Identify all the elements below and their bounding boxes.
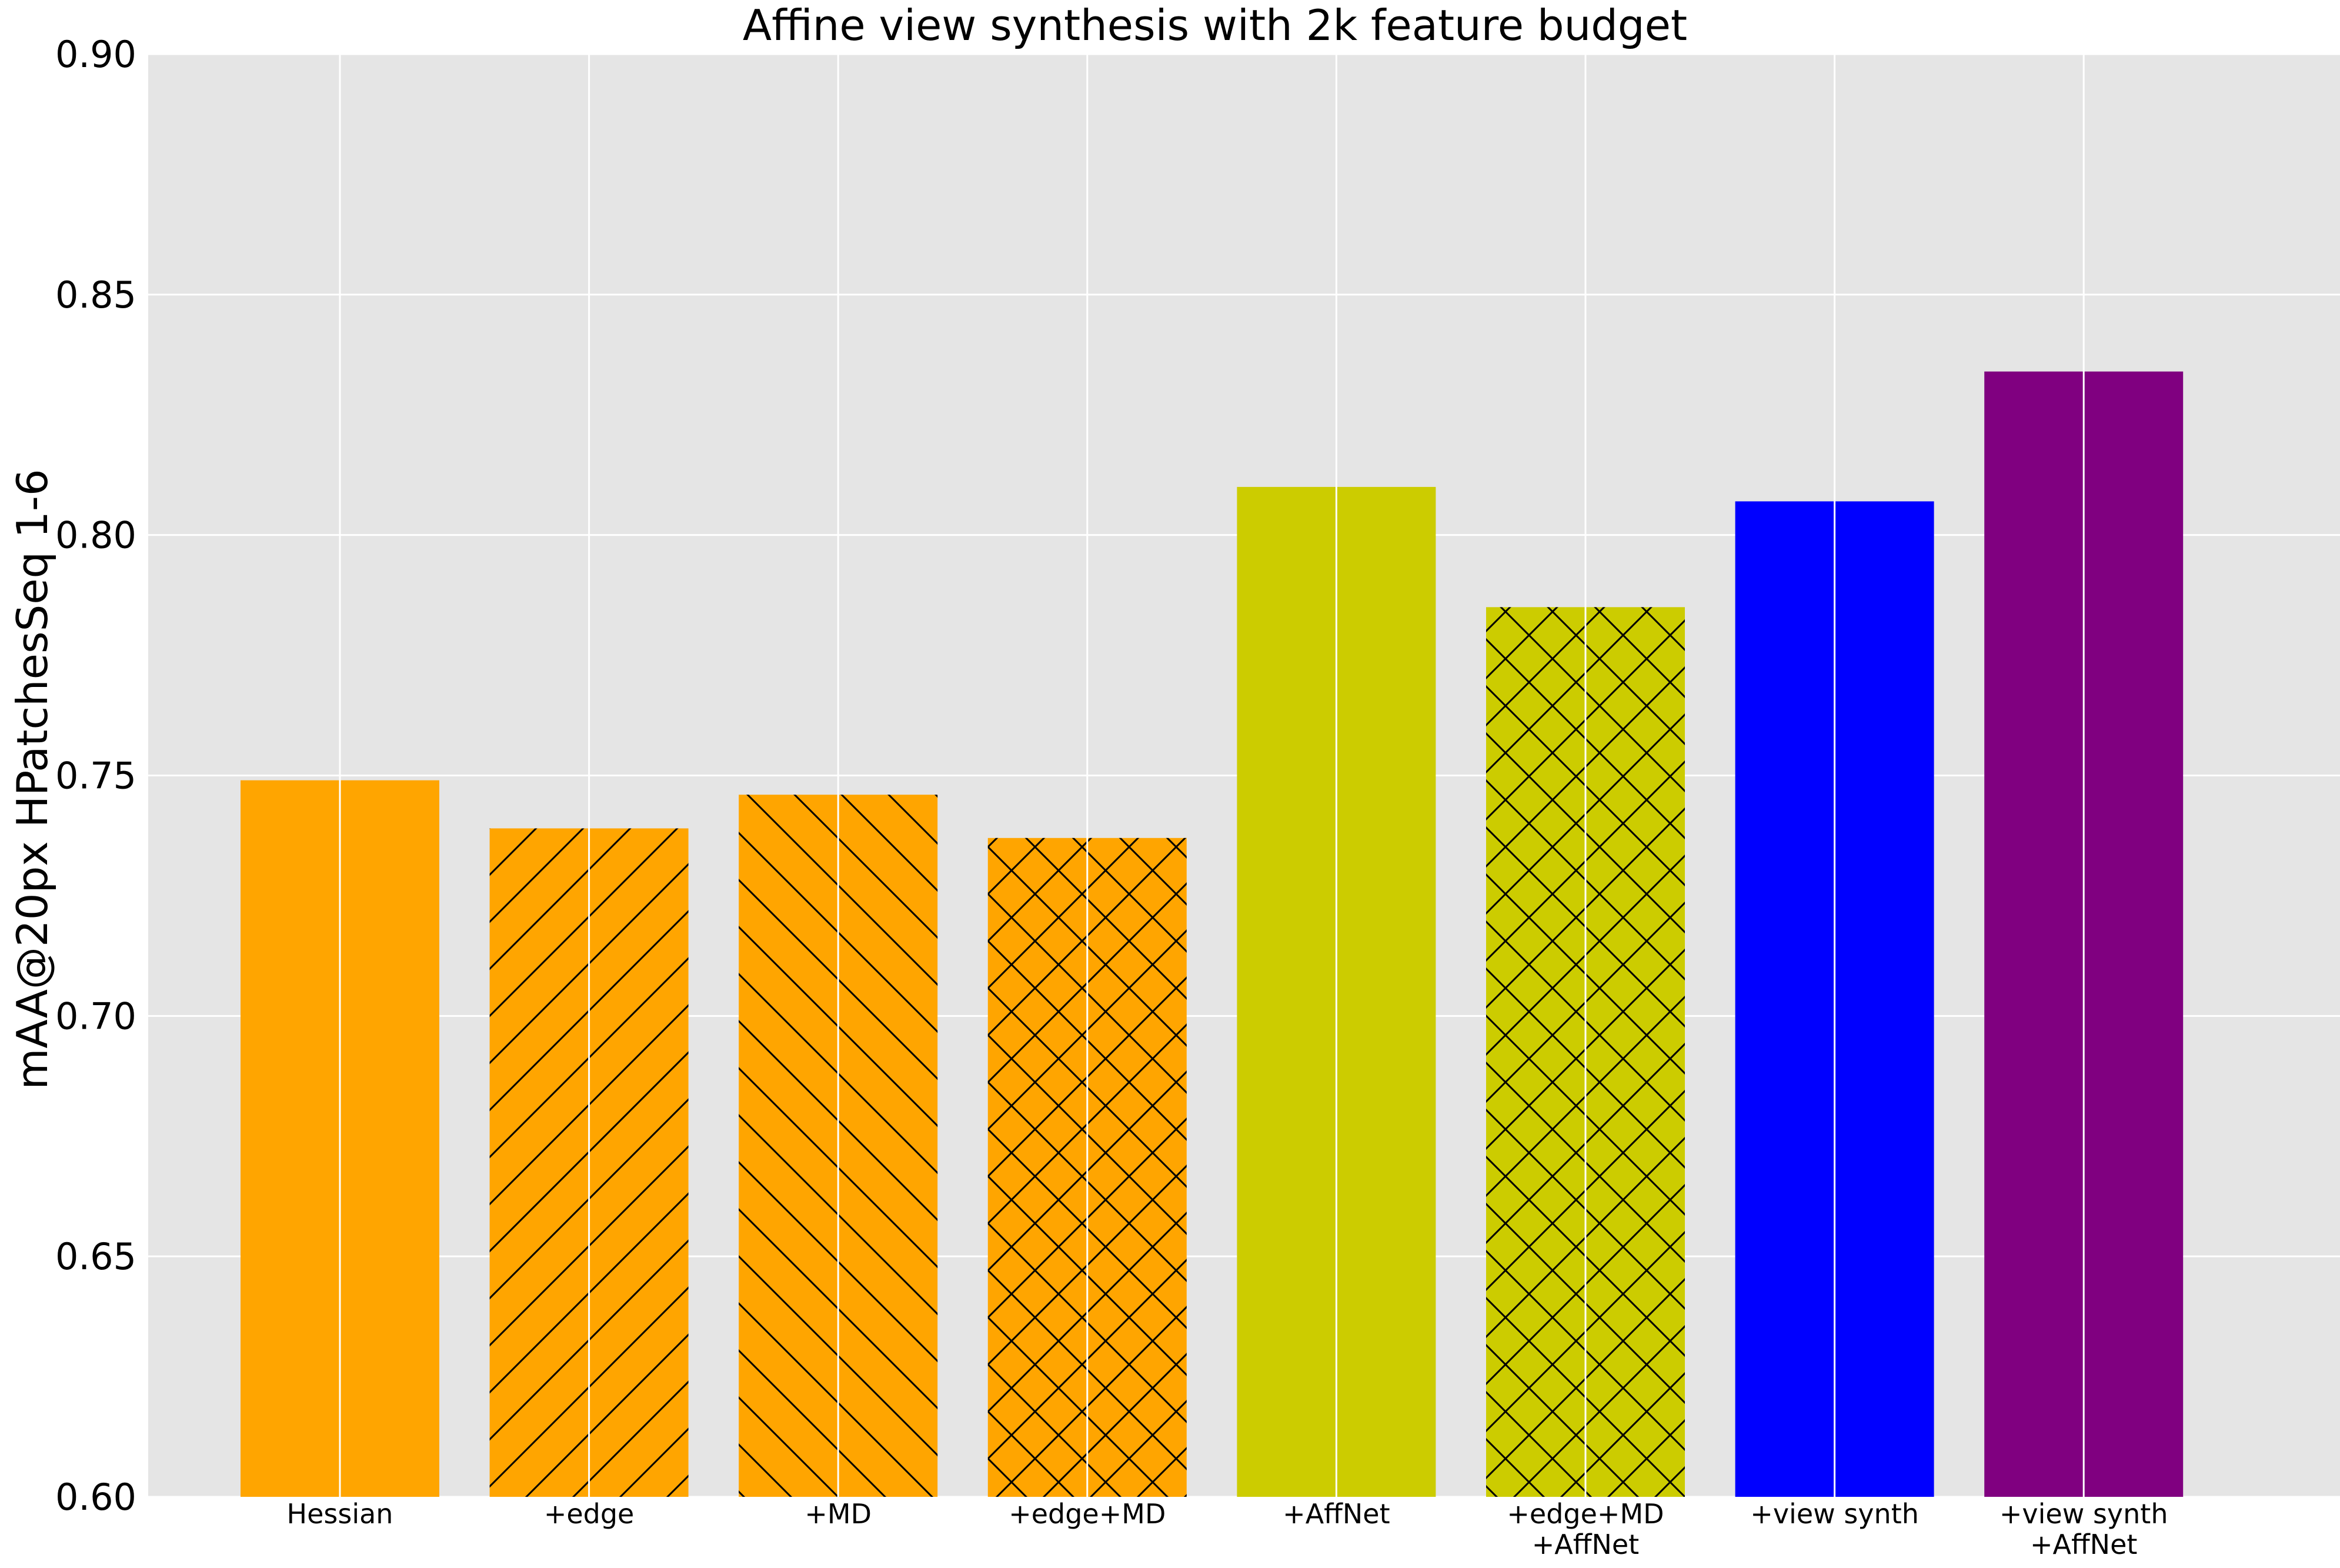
chart-title: Affine view synthesis with 2k feature bu… [743,1,1687,50]
y-tick-label: 0.70 [55,995,136,1037]
x-tick-label: +view synth +AffNet [1999,1498,2168,1560]
y-axis-label: mAA@20px HPatchesSeq 1-6 [8,469,57,1089]
y-tick-label: 0.65 [55,1235,136,1278]
y-tick-label: 0.60 [55,1476,136,1519]
y-tick-label: 0.80 [55,514,136,557]
x-tick-label: +view synth [1750,1498,1919,1530]
y-tick-label: 0.85 [55,273,136,316]
x-tick-label: +AffNet [1283,1498,1390,1530]
x-tick-label: +edge [544,1498,635,1530]
vertical-grid-lines [339,54,2085,1497]
x-tick-label: +edge+MD [1009,1498,1166,1530]
x-tick-label: +MD [805,1498,872,1530]
x-tick-labels: Hessian +edge +MD +edge+MD +AffNet +edge+MD +A… [287,1498,2168,1560]
x-tick-label: +edge+MD +AffNet [1507,1498,1664,1560]
x-tick-label: Hessian [287,1498,393,1530]
y-tick-label: 0.90 [55,33,136,76]
y-tick-labels: 0.60 0.65 0.70 0.75 0.80 0.85 0.90 [55,33,136,1519]
y-tick-label: 0.75 [55,755,136,798]
